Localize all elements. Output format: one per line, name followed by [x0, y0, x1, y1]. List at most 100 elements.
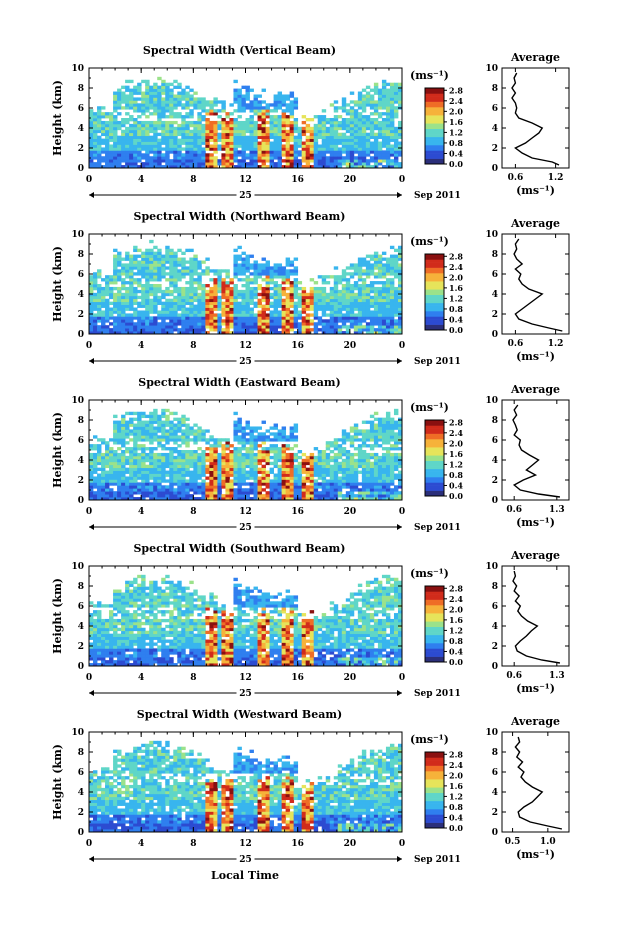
heatmap-cell: [141, 269, 146, 273]
heatmap-cell: [305, 129, 311, 134]
heatmap-cell: [293, 444, 299, 448]
heatmap-cell: [153, 129, 158, 134]
heatmap-cell: [261, 452, 266, 457]
heatmap-cell: [381, 284, 387, 288]
heatmap-cell: [93, 275, 98, 279]
heatmap-cell: [129, 429, 134, 433]
heatmap-cell: [341, 150, 347, 154]
heatmap-cell: [233, 141, 238, 145]
heatmap-cell: [237, 455, 242, 460]
heatmap-cell: [293, 491, 299, 495]
heatmap-cell: [249, 307, 254, 311]
heatmap-cell: [113, 141, 118, 145]
heatmap-cell: [117, 260, 122, 264]
heatmap-cell: [261, 435, 266, 439]
heatmap-cell: [169, 88, 174, 92]
heatmap-cell: [169, 165, 174, 169]
heatmap-cell: [201, 100, 206, 104]
heatmap-cell: [145, 144, 150, 148]
heatmap-cell: [193, 325, 198, 329]
heatmap-cell: [389, 144, 395, 148]
heatmap-cell: [389, 278, 395, 282]
heatmap-cell: [137, 106, 142, 110]
heatmap-cell: [253, 488, 258, 492]
heatmap-cell: [369, 106, 375, 110]
heatmap-cell: [181, 153, 186, 157]
heatmap-cell: [137, 141, 142, 145]
heatmap-cell: [229, 126, 234, 131]
heatmap-cell: [209, 435, 214, 439]
heatmap-cell: [213, 141, 218, 145]
heatmap-cell: [161, 470, 166, 474]
heatmap-cell: [333, 292, 339, 297]
heatmap-cell: [337, 289, 343, 294]
heatmap-cell: [141, 452, 146, 457]
heatmap-cell: [257, 159, 262, 163]
heatmap-cell: [237, 91, 242, 95]
heatmap-cell: [145, 123, 150, 128]
heatmap-cell: [237, 150, 242, 154]
heatmap-cell: [269, 150, 274, 154]
heatmap-cell: [281, 97, 287, 101]
heatmap-cell: [201, 118, 206, 122]
heatmap-cell: [257, 165, 262, 169]
date-arrow-left: [89, 192, 94, 198]
heatmap-cell: [345, 284, 351, 288]
heatmap-cell: [313, 331, 319, 335]
heatmap-cell: [353, 325, 359, 329]
heatmap-cell: [329, 497, 335, 501]
heatmap-cell: [265, 331, 270, 335]
heatmap-cell: [353, 141, 359, 145]
heatmap-cell: [321, 307, 327, 311]
heatmap-cell: [273, 310, 278, 314]
heatmap-cell: [377, 301, 383, 305]
heatmap-cell: [269, 144, 274, 148]
heatmap-cell: [249, 292, 254, 297]
heatmap-cell: [129, 100, 134, 104]
heatmap-cell: [141, 429, 146, 433]
heatmap-cell: [273, 103, 278, 107]
heatmap-cell: [361, 260, 367, 264]
heatmap-cell: [253, 275, 258, 279]
heatmap-cell: [361, 292, 367, 297]
heatmap-cell: [129, 132, 134, 137]
heatmap-cell: [289, 112, 295, 116]
heatmap-cell: [297, 467, 303, 471]
heatmap-cell: [197, 447, 202, 451]
heatmap-cell: [125, 494, 130, 498]
heatmap-cell: [297, 144, 303, 148]
heatmap-cell: [149, 272, 154, 276]
heatmap-cell: [241, 497, 246, 501]
heatmap-cell: [281, 464, 287, 469]
heatmap-cell: [257, 106, 262, 110]
heatmap-cell: [213, 281, 218, 285]
heatmap-cell: [373, 135, 379, 139]
heatmap-cell: [377, 91, 383, 95]
heatmap-cell: [113, 91, 118, 95]
heatmap-cell: [317, 292, 323, 297]
heatmap-cell: [105, 153, 110, 157]
heatmap-cell: [189, 313, 194, 317]
avg-title: Average: [510, 51, 560, 64]
heatmap-cell: [129, 450, 134, 454]
heatmap-cell: [93, 464, 98, 469]
heatmap-cell: [121, 417, 126, 421]
heatmap-cell: [237, 126, 242, 131]
heatmap-cell: [341, 97, 347, 101]
heatmap-cell: [173, 438, 178, 442]
heatmap-cell: [373, 281, 379, 285]
heatmap-cell: [321, 298, 327, 303]
heatmap-cell: [385, 147, 391, 151]
heatmap-cell: [121, 141, 126, 145]
heatmap-cell: [233, 316, 238, 320]
heatmap-cell: [125, 461, 130, 466]
heatmap-cell: [245, 269, 250, 273]
heatmap-cell: [125, 286, 130, 291]
heatmap-cell: [317, 129, 323, 134]
heatmap-cell: [209, 491, 214, 495]
heatmap-cell: [221, 301, 226, 305]
heatmap-cell: [245, 162, 250, 166]
heatmap-cell: [333, 325, 339, 329]
heatmap-cell: [349, 319, 355, 323]
heatmap-cell: [205, 316, 210, 320]
